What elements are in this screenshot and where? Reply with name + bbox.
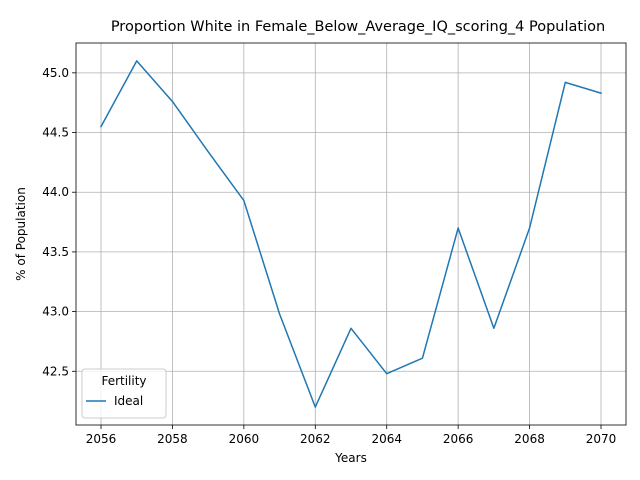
y-tick-label: 42.5 (42, 364, 69, 378)
legend: Fertility Ideal (81, 368, 167, 419)
grid-lines (76, 43, 626, 425)
x-tick-label: 2066 (443, 432, 474, 446)
y-tick-label: 43.0 (42, 305, 69, 319)
legend-box (81, 368, 167, 419)
x-tick-label: 2062 (300, 432, 331, 446)
x-tick-label: 2064 (371, 432, 402, 446)
x-tick-label: 2068 (514, 432, 545, 446)
legend-label-ideal: Ideal (114, 394, 143, 408)
y-tick-label: 43.5 (42, 245, 69, 259)
y-tick-label: 44.0 (42, 185, 69, 199)
x-axis-label: Years (334, 451, 367, 465)
chart-title: Proportion White in Female_Below_Average… (111, 19, 605, 35)
y-axis-ticks: 42.5 43.0 43.5 44.0 44.5 45.0 (42, 66, 76, 378)
x-tick-label: 2058 (157, 432, 188, 446)
x-tick-label: 2056 (86, 432, 117, 446)
y-axis-label: % of Population (14, 187, 28, 281)
series-lines (99, 60, 602, 408)
x-tick-label: 2060 (229, 432, 260, 446)
plot-frame (75, 42, 627, 426)
x-tick-label: 2070 (586, 432, 617, 446)
x-axis-ticks: 2056 2058 2060 2062 2064 2066 2068 2070 (86, 425, 617, 446)
legend-title: Fertility (101, 374, 146, 388)
series-line-ideal (99, 60, 602, 408)
y-tick-label: 45.0 (42, 66, 69, 80)
y-tick-label: 44.5 (42, 126, 69, 140)
